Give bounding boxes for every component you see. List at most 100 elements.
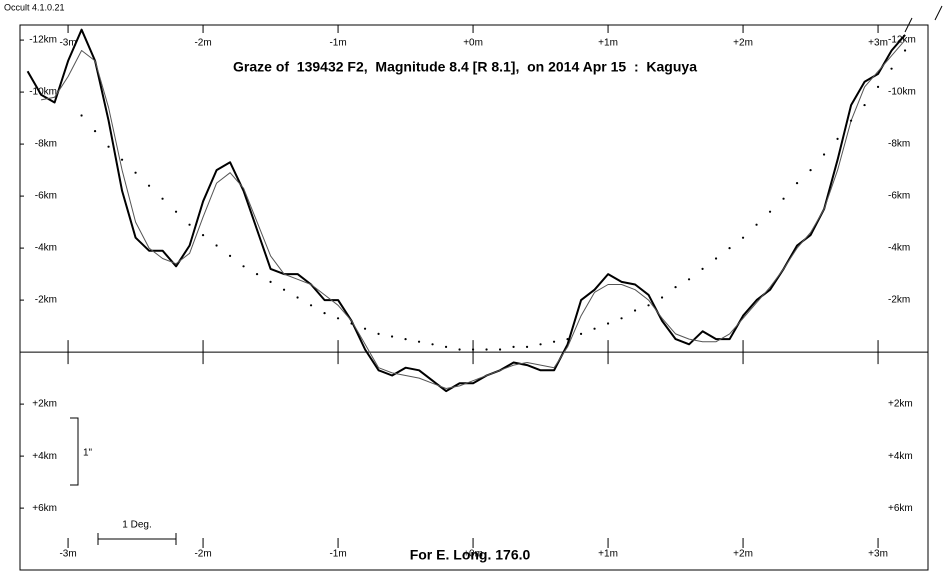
y-tick-label: -10km <box>29 87 57 98</box>
profile-dot <box>444 345 448 349</box>
profile-dot <box>485 348 488 351</box>
profile-dot <box>849 119 853 122</box>
corner-mark <box>904 17 913 33</box>
x-tick-label: -1m <box>329 38 346 49</box>
y-tick-label: +4km <box>32 451 57 462</box>
profile-dot <box>147 184 151 187</box>
profile-dot <box>120 158 124 161</box>
profile-line <box>26 28 906 393</box>
profile-dot <box>525 345 529 349</box>
profile-dot <box>539 343 542 346</box>
y-tick-label: +2km <box>888 399 913 410</box>
y-tick-label: -2km <box>35 295 57 306</box>
y-tick-label: -6km <box>888 191 910 202</box>
profile-dot <box>674 285 677 289</box>
profile-dot <box>350 322 353 325</box>
profile-dot <box>161 197 164 200</box>
x-tick-label: +0m <box>463 549 483 560</box>
y-tick-label: +4km <box>888 451 913 462</box>
profile-dot <box>188 223 191 226</box>
x-tick-label: +3m <box>868 38 888 49</box>
profile-dot <box>336 317 340 320</box>
y-tick-label: +6km <box>888 503 913 514</box>
y-tick-label: -10km <box>888 87 916 98</box>
profile-dot <box>228 254 232 257</box>
x-tick-label: +1m <box>598 549 618 560</box>
chart-title: Graze of 139432 F2, Magnitude 8.4 [R 8.1… <box>233 59 697 75</box>
y-tick-label: -8km <box>888 139 910 150</box>
y-tick-label: -8km <box>35 139 57 150</box>
arcsec-scale-bar <box>70 417 79 486</box>
profile-line <box>41 39 906 389</box>
y-tick-label: -4km <box>888 243 910 254</box>
x-tick-label: -1m <box>329 549 346 560</box>
arcsec-scale-label: 1" <box>83 448 93 459</box>
profile-dot <box>363 327 367 330</box>
profile-dot <box>282 288 286 291</box>
degree-scale-bar <box>97 533 177 545</box>
chart-footer: For E. Long. 176.0 <box>410 547 531 563</box>
profile-dot <box>215 244 218 247</box>
x-tick-label: +2m <box>733 549 753 560</box>
x-tick-label: +2m <box>733 38 753 49</box>
x-tick-label: -2m <box>194 549 211 560</box>
profile-dot <box>201 233 205 237</box>
y-tick-label: -12km <box>29 35 57 46</box>
profile-dot <box>431 343 434 346</box>
y-tick-label: -12km <box>888 35 916 46</box>
profile-dot <box>579 332 583 336</box>
profile-dot <box>242 265 245 268</box>
profile-dot <box>498 348 502 351</box>
profile-dot <box>809 168 812 172</box>
y-tick-label: -6km <box>35 191 57 202</box>
y-tick-label: +2km <box>32 399 57 410</box>
profile-dot <box>377 332 380 336</box>
profile-dot <box>647 304 650 307</box>
corner-mark <box>934 5 943 21</box>
profile-dot <box>269 280 272 283</box>
profile-dot <box>633 309 637 312</box>
profile-dot <box>471 348 475 351</box>
y-tick-label: +6km <box>32 503 57 514</box>
profile-dot <box>552 340 556 343</box>
profile-dot <box>134 171 137 174</box>
profile-dot <box>822 153 826 156</box>
profile-dot <box>390 335 394 338</box>
profile-dot <box>863 103 866 107</box>
x-tick-label: +1m <box>598 38 618 49</box>
profile-dot <box>795 181 799 185</box>
profile-dot <box>701 267 704 270</box>
profile-dot <box>107 145 110 148</box>
profile-dot <box>903 49 907 52</box>
y-tick-label: -2km <box>888 295 910 306</box>
profile-dot <box>512 345 515 349</box>
profile-dot <box>593 327 596 330</box>
profile-dot <box>687 278 691 281</box>
profile-dot <box>606 322 610 325</box>
x-tick-label: -2m <box>194 38 211 49</box>
profile-dot <box>255 272 259 276</box>
profile-dot <box>836 137 839 140</box>
profile-dot <box>404 338 407 341</box>
x-tick-label: +0m <box>463 38 483 49</box>
app-version: Occult 4.1.0.21 <box>4 2 65 12</box>
profile-dot <box>80 114 83 117</box>
profile-dot <box>296 296 299 299</box>
profile-dot <box>876 85 880 88</box>
profile-dot <box>309 304 313 307</box>
profile-dot <box>755 223 758 226</box>
degree-scale-label: 1 Deg. <box>122 520 151 531</box>
profile-dot <box>458 348 461 351</box>
profile-dot <box>728 246 731 250</box>
profile-dot <box>174 210 178 213</box>
profile-dot <box>566 338 569 341</box>
profile-dot <box>660 296 664 299</box>
plot-frame <box>19 24 929 571</box>
profile-dot <box>741 236 745 239</box>
x-tick-label: -3m <box>59 549 76 560</box>
profile-dot <box>93 129 97 133</box>
y-tick-label: -4km <box>35 243 57 254</box>
profile-dot <box>417 340 421 343</box>
profile-dot <box>620 317 623 320</box>
